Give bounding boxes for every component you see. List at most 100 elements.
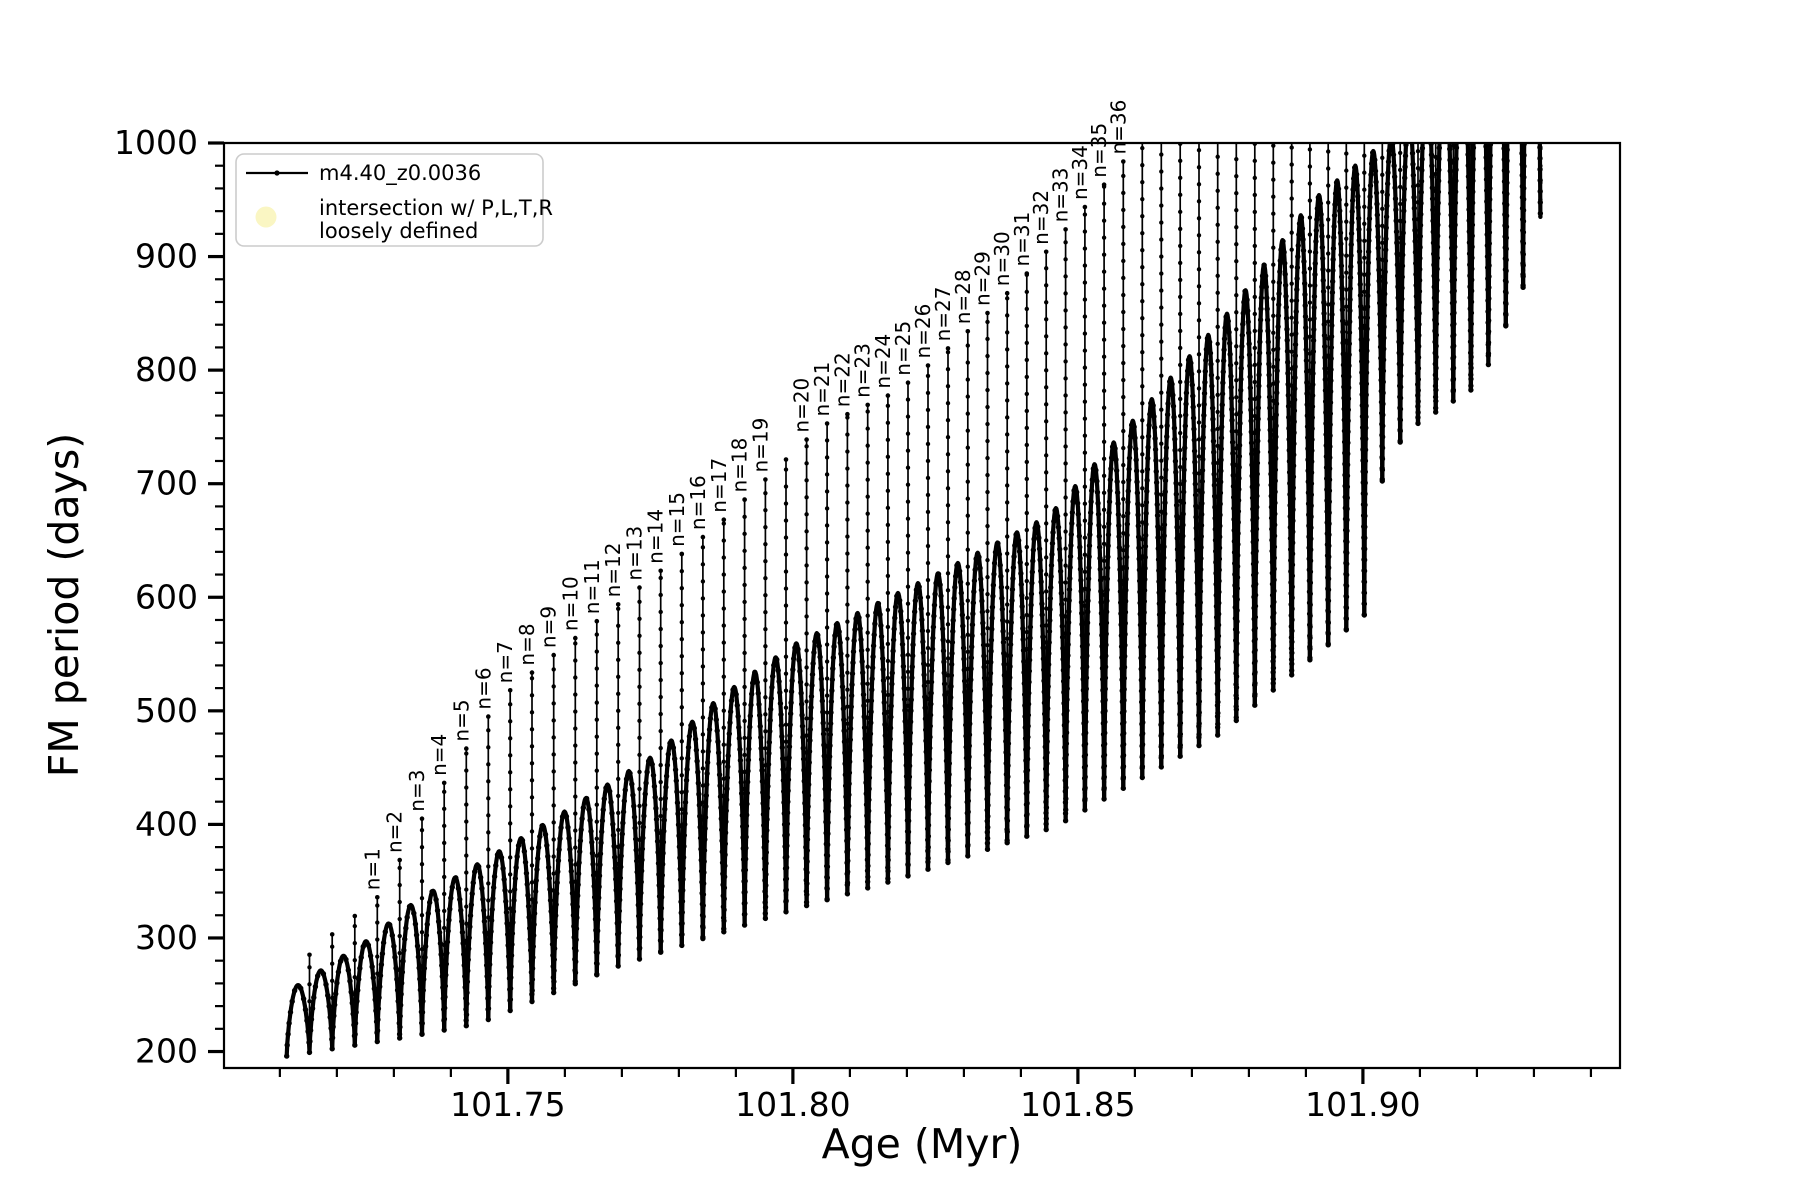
resonance-labels: n=1n=2n=3n=4n=5n=6n=7n=8n=9n=10n=11n=12n… (360, 100, 1130, 891)
resonance-label: n=9 (537, 606, 561, 648)
curve-arch-markers (783, 639, 810, 915)
plot-spines (222, 141, 1622, 1070)
curve-arch-markers (419, 887, 447, 1037)
spike-top-marker (1043, 249, 1049, 255)
spike-top-marker (1004, 290, 1010, 296)
spike-top-marker (307, 952, 312, 958)
curve-arch-markers (1450, 143, 1474, 404)
y-tick-label: 300 (135, 918, 198, 957)
resonance-label: n=5 (449, 699, 473, 741)
spike-top-marker (573, 635, 578, 641)
curve-arch-markers (1307, 188, 1331, 663)
resonance-label: n=19 (748, 418, 772, 473)
resonance-label: n=31 (1010, 212, 1034, 267)
curve-arch-markers (1361, 144, 1385, 618)
resonance-label: n=35 (1087, 123, 1111, 178)
curve-arch-markers (844, 608, 871, 897)
curve-arch-markers (700, 699, 727, 942)
spike-top-marker (464, 746, 469, 751)
curve-arch-markers (485, 847, 513, 1023)
spike-top-marker (925, 363, 931, 368)
y-axis-label: FM period (days) (40, 433, 88, 777)
curve-arch-markers (1082, 459, 1107, 813)
curve-arch-markers (925, 568, 951, 872)
curve-arch-markers (1233, 283, 1258, 724)
spike-top-marker (679, 551, 685, 557)
spike-top-marker (700, 534, 706, 540)
x-tick-label: 101.90 (1305, 1085, 1420, 1124)
spike-top-marker (763, 477, 768, 482)
curve-arch-markers (374, 920, 403, 1045)
resonance-label: n=30 (990, 231, 1014, 286)
y-tick-label: 500 (135, 691, 198, 730)
curve-arch-markers (636, 753, 664, 962)
curve-arch-markers (824, 618, 851, 903)
resonance-label: n=23 (851, 343, 875, 398)
resonance-label: n=12 (601, 543, 625, 598)
resonance-label: n=27 (931, 287, 955, 342)
curve-arch-markers (284, 982, 313, 1059)
curve-arch-markers (572, 794, 600, 987)
y-tick-label: 200 (135, 1032, 198, 1071)
resonance-label: n=1 (360, 848, 384, 890)
spike-top-marker (1063, 227, 1068, 232)
resonance-label: n=24 (871, 334, 895, 389)
spike-top-marker (441, 780, 447, 786)
resonance-label: n=6 (471, 667, 495, 709)
resonance-label: n=21 (810, 362, 834, 417)
curve-arch-markers (1289, 208, 1313, 678)
spike-top-marker (965, 329, 971, 334)
resonance-label: n=13 (623, 526, 647, 581)
resonance-label: n=3 (405, 770, 429, 812)
spike-top-marker (985, 310, 990, 316)
spike-top-marker (1082, 204, 1088, 210)
spike-top-marker (329, 932, 335, 937)
spike-top-marker (486, 714, 491, 719)
spike-top-marker (397, 857, 403, 863)
curve-arch-markers (885, 588, 911, 885)
resonance-label: n=15 (665, 492, 689, 547)
curve-arch-markers (803, 628, 830, 909)
curve-arch-markers (1270, 233, 1295, 693)
curve-arch-markers (1004, 527, 1030, 846)
curve-arch-markers (1158, 371, 1183, 770)
x-axis-label: Age (Myr) (822, 1120, 1023, 1168)
resonance-label: n=32 (1029, 190, 1053, 245)
spike-top-marker (594, 618, 600, 624)
spike-top-marker (419, 816, 425, 821)
resonance-label: n=20 (790, 378, 814, 433)
y-tick-label: 800 (135, 350, 198, 389)
curve-arch (1380, 143, 1403, 482)
spike-top-marker (1121, 159, 1126, 164)
curve-arch-markers (762, 653, 789, 922)
spike-top-marker (783, 457, 789, 462)
curve-arch-markers (679, 717, 706, 949)
spike-top-marker (824, 421, 830, 426)
resonance-label: n=33 (1049, 168, 1073, 223)
curve-arch-markers (1101, 436, 1126, 802)
spike-top-marker (375, 895, 380, 900)
spike-top-marker (721, 517, 727, 522)
resonance-label: n=29 (971, 251, 995, 306)
resonance-label: n=10 (558, 576, 582, 631)
y-tick-label: 700 (135, 464, 198, 503)
curve-arch (1024, 520, 1049, 837)
curve-arch-markers (529, 821, 557, 1005)
curve-arch-markers (658, 736, 685, 955)
resonance-label: n=26 (911, 304, 935, 359)
resonance-label: n=11 (580, 559, 604, 614)
x-tick-label: 101.80 (735, 1085, 850, 1124)
legend-point-marker (274, 170, 280, 176)
spike-top-marker (507, 688, 513, 693)
spike-top-marker (1024, 271, 1030, 276)
y-tick-label: 400 (135, 804, 198, 843)
curve-arch (721, 684, 747, 932)
legend-intersection-marker-icon (255, 206, 277, 228)
curve-arch (1215, 311, 1239, 736)
resonance-label: n=34 (1068, 145, 1092, 200)
resonance-label: n=14 (644, 509, 668, 564)
curve-arch-markers (1252, 258, 1276, 708)
spike-top-marker (615, 602, 621, 607)
